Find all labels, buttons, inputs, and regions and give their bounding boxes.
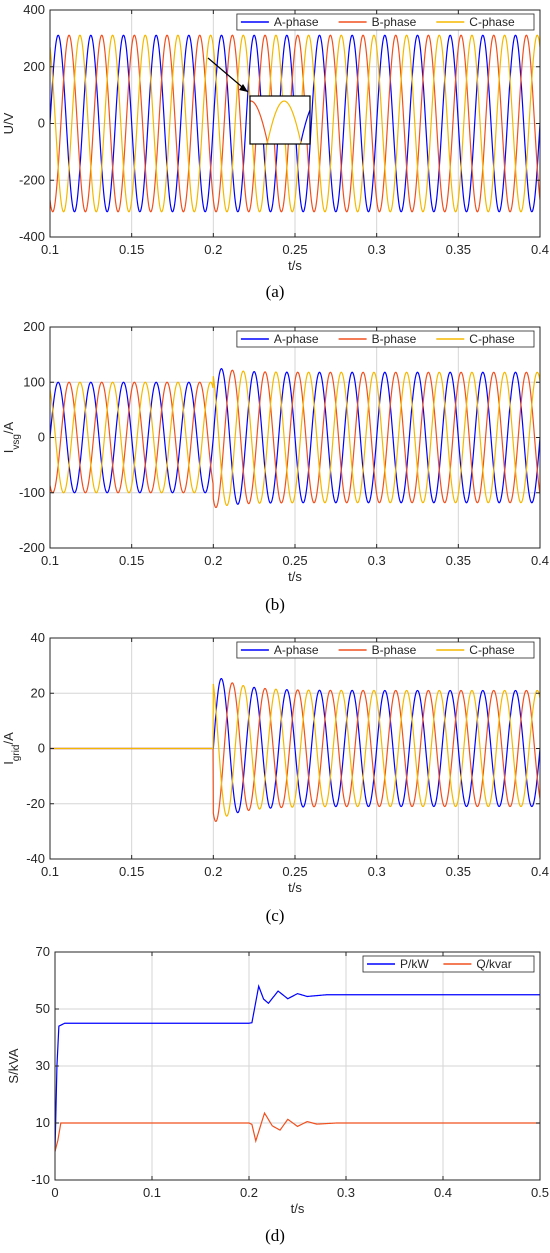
y-tick-label: 40 bbox=[31, 630, 45, 645]
legend-label-3: C-phase bbox=[469, 15, 515, 29]
y-tick-label: 200 bbox=[23, 59, 45, 74]
y-tick-label: -200 bbox=[19, 540, 45, 555]
chart-panel: 0.1 0.15 0.2 0.25 0.3 0.35 0.4 -40 -20 0 20 40 t/s Ig… bbox=[1, 630, 549, 925]
series-line-2 bbox=[50, 369, 540, 509]
x-tick-label: 0.25 bbox=[282, 864, 307, 879]
x-tick-label: 0.4 bbox=[531, 242, 549, 257]
series-line-1 bbox=[50, 368, 540, 505]
x-tick-label: 0.1 bbox=[143, 1185, 161, 1200]
x-tick-label: 0.1 bbox=[41, 864, 59, 879]
x-axis-label: t/s bbox=[291, 1201, 305, 1216]
legend-label-1: A-phase bbox=[274, 643, 319, 657]
x-tick-label: 0.4 bbox=[531, 864, 549, 879]
series-line-3 bbox=[50, 370, 540, 507]
plot-lines bbox=[55, 983, 540, 1152]
legend: P/kW Q/kvar bbox=[362, 955, 535, 973]
x-axis-label: t/s bbox=[288, 880, 302, 895]
x-tick-label: 0.4 bbox=[434, 1185, 452, 1200]
y-tick-label: -20 bbox=[26, 796, 45, 811]
y-tick-label: 10 bbox=[36, 1115, 50, 1130]
y-axis-label: Igrid/A bbox=[1, 732, 22, 765]
legend-label-3: C-phase bbox=[469, 332, 515, 346]
series-line-1 bbox=[55, 983, 540, 1152]
legend: A-phase B-phase C-phase bbox=[236, 330, 535, 348]
x-axis-label: t/s bbox=[288, 569, 302, 584]
legend: A-phase B-phase C-phase bbox=[236, 13, 535, 31]
y-tick-label: 70 bbox=[36, 944, 50, 959]
panel-caption: (c) bbox=[266, 906, 285, 925]
y-tick-label: -10 bbox=[31, 1172, 50, 1187]
y-tick-label: 100 bbox=[23, 374, 45, 389]
x-tick-label: 0.4 bbox=[531, 553, 549, 568]
y-tick-label: 0 bbox=[38, 741, 45, 756]
chart-panel: 0.1 0.15 0.2 0.25 0.3 0.35 0.4 -400 -200 0 200 400 t… bbox=[1, 2, 549, 301]
legend-box bbox=[236, 13, 535, 31]
y-tick-label: 30 bbox=[36, 1058, 50, 1073]
y-axis-label: S/kVA bbox=[6, 1048, 21, 1083]
plot-lines bbox=[50, 677, 540, 823]
legend-label-3: C-phase bbox=[469, 643, 515, 657]
x-tick-label: 0.5 bbox=[531, 1185, 549, 1200]
y-axis-label: U/V bbox=[1, 112, 16, 134]
y-tick-label: -200 bbox=[19, 172, 45, 187]
x-tick-label: 0.1 bbox=[41, 553, 59, 568]
series-line-2 bbox=[55, 1111, 540, 1152]
y-tick-label: 0 bbox=[38, 430, 45, 445]
x-tick-label: 0.1 bbox=[41, 242, 59, 257]
legend-label-2: B-phase bbox=[372, 332, 417, 346]
y-tick-label: 200 bbox=[23, 319, 45, 334]
panel-caption: (b) bbox=[265, 595, 285, 614]
legend-label-2: B-phase bbox=[372, 15, 417, 29]
x-tick-label: 0.25 bbox=[282, 242, 307, 257]
y-tick-label: 20 bbox=[31, 685, 45, 700]
x-tick-label: 0 bbox=[51, 1185, 58, 1200]
panel-caption: (d) bbox=[265, 1226, 285, 1245]
y-tick-label: -100 bbox=[19, 485, 45, 500]
legend-label-2: Q/kvar bbox=[476, 957, 511, 971]
x-tick-label: 0.2 bbox=[204, 864, 222, 879]
y-tick-label: 50 bbox=[36, 1001, 50, 1016]
inset-series-2 bbox=[250, 100, 269, 144]
series-line-2 bbox=[50, 34, 540, 213]
series-line-3 bbox=[50, 683, 540, 817]
inset-arrow bbox=[207, 57, 249, 93]
inset-zoom bbox=[249, 95, 311, 145]
y-tick-label: -40 bbox=[26, 851, 45, 866]
legend: A-phase B-phase C-phase bbox=[236, 641, 535, 659]
x-tick-label: 0.2 bbox=[240, 1185, 258, 1200]
legend-label-1: A-phase bbox=[274, 332, 319, 346]
x-tick-label: 0.25 bbox=[282, 553, 307, 568]
legend-box bbox=[236, 641, 535, 659]
x-tick-label: 0.2 bbox=[204, 553, 222, 568]
legend-label-1: P/kW bbox=[400, 957, 429, 971]
legend-label-1: A-phase bbox=[274, 15, 319, 29]
x-tick-label: 0.15 bbox=[119, 864, 144, 879]
inset-border bbox=[249, 95, 311, 145]
y-tick-label: 400 bbox=[23, 2, 45, 17]
x-tick-label: 0.15 bbox=[119, 242, 144, 257]
x-axis-label: t/s bbox=[288, 258, 302, 273]
y-tick-label: -400 bbox=[19, 229, 45, 244]
x-tick-label: 0.3 bbox=[368, 553, 386, 568]
inset-series-3 bbox=[266, 100, 302, 144]
x-tick-label: 0.3 bbox=[368, 864, 386, 879]
series-line-3 bbox=[50, 34, 540, 213]
y-tick-label: 0 bbox=[38, 116, 45, 131]
x-tick-label: 0.15 bbox=[119, 553, 144, 568]
panel-caption: (a) bbox=[266, 282, 285, 301]
y-axis-label: Ivsg/A bbox=[1, 421, 22, 453]
x-tick-label: 0.35 bbox=[446, 242, 471, 257]
chart-panel: 0.1 0.15 0.2 0.25 0.3 0.35 0.4 -200 -100 0 100 200 t… bbox=[1, 319, 549, 614]
chart-panel: 0 0.1 0.2 0.3 0.4 0.5 -10 10 30 50 70 t/s S/kVA P/kW Q… bbox=[6, 944, 549, 1245]
x-tick-label: 0.35 bbox=[446, 553, 471, 568]
plot-lines bbox=[50, 368, 540, 509]
x-tick-label: 0.35 bbox=[446, 864, 471, 879]
x-tick-label: 0.3 bbox=[337, 1185, 355, 1200]
legend-box bbox=[236, 330, 535, 348]
legend-label-2: B-phase bbox=[372, 643, 417, 657]
x-tick-label: 0.3 bbox=[368, 242, 386, 257]
x-tick-label: 0.2 bbox=[204, 242, 222, 257]
